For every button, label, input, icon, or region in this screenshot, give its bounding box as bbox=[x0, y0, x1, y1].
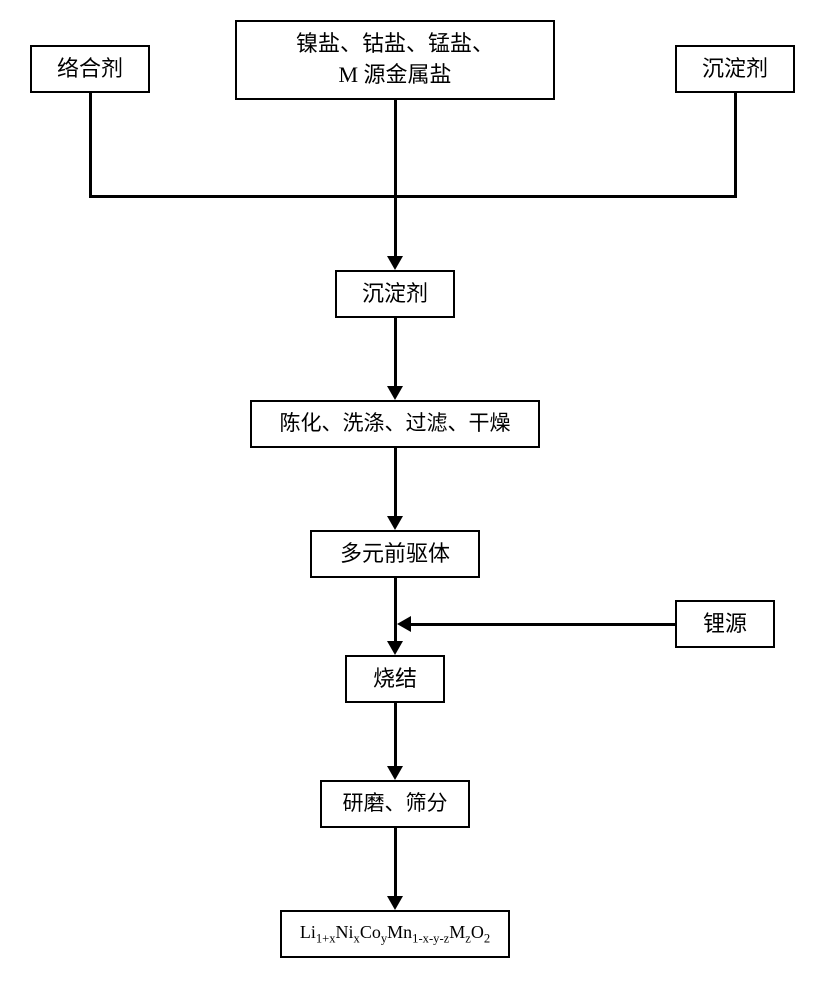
metal-salts-line2: M 源金属盐 bbox=[296, 60, 494, 91]
arrowhead-grinding bbox=[387, 766, 403, 780]
metal-salts-line1: 镍盐、钴盐、锰盐、 bbox=[296, 29, 494, 60]
arrow-to-aging bbox=[394, 318, 397, 388]
complexing-agent-label: 络合剂 bbox=[57, 54, 123, 85]
arrow-merge-down bbox=[394, 195, 397, 258]
arrow-to-sintering bbox=[394, 578, 397, 643]
precursor-label: 多元前驱体 bbox=[340, 539, 450, 570]
precipitant-top-box: 沉淀剂 bbox=[675, 45, 795, 93]
precipitant-mid-box: 沉淀剂 bbox=[335, 270, 455, 318]
arrow-merge-horizontal bbox=[89, 195, 737, 198]
arrow-to-product bbox=[394, 828, 397, 898]
metal-salts-box: 镍盐、钴盐、锰盐、 M 源金属盐 bbox=[235, 20, 555, 100]
arrowhead-sintering bbox=[387, 641, 403, 655]
aging-box: 陈化、洗涤、过滤、干燥 bbox=[250, 400, 540, 448]
arrow-to-grinding bbox=[394, 703, 397, 768]
grinding-box: 研磨、筛分 bbox=[320, 780, 470, 828]
lithium-label: 锂源 bbox=[703, 609, 747, 640]
arrowhead-merge bbox=[387, 256, 403, 270]
complexing-agent-box: 络合剂 bbox=[30, 45, 150, 93]
precipitant-top-label: 沉淀剂 bbox=[702, 54, 768, 85]
product-formula: Li1+xNixCoyMn1-x-y-zMzO2 bbox=[300, 920, 490, 948]
lithium-box: 锂源 bbox=[675, 600, 775, 648]
arrow-main-1 bbox=[394, 100, 397, 195]
arrowhead-lithium bbox=[397, 616, 411, 632]
sintering-box: 烧结 bbox=[345, 655, 445, 703]
aging-label: 陈化、洗涤、过滤、干燥 bbox=[280, 409, 511, 438]
precipitant-mid-label: 沉淀剂 bbox=[362, 279, 428, 310]
arrowhead-aging bbox=[387, 386, 403, 400]
arrowhead-precursor bbox=[387, 516, 403, 530]
arrow-complexing-down bbox=[89, 93, 92, 197]
metal-salts-label: 镍盐、钴盐、锰盐、 M 源金属盐 bbox=[296, 29, 494, 91]
precursor-box: 多元前驱体 bbox=[310, 530, 480, 578]
arrow-precipitant-down bbox=[734, 93, 737, 197]
sintering-label: 烧结 bbox=[373, 664, 417, 695]
grinding-label: 研磨、筛分 bbox=[343, 789, 448, 818]
product-box: Li1+xNixCoyMn1-x-y-zMzO2 bbox=[280, 910, 510, 958]
arrow-to-precursor bbox=[394, 448, 397, 518]
arrowhead-product bbox=[387, 896, 403, 910]
arrow-lithium-horiz bbox=[410, 623, 675, 626]
